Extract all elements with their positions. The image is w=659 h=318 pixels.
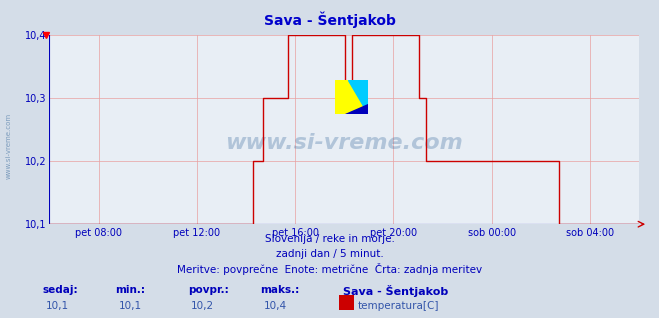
Text: sedaj:: sedaj:	[43, 285, 78, 294]
Text: 10,1: 10,1	[46, 301, 69, 310]
Text: www.si-vreme.com: www.si-vreme.com	[5, 113, 12, 179]
Polygon shape	[345, 104, 368, 114]
Text: zadnji dan / 5 minut.: zadnji dan / 5 minut.	[275, 249, 384, 259]
Text: 10,1: 10,1	[119, 301, 142, 310]
Text: 10,4: 10,4	[264, 301, 287, 310]
Text: Sava - Šentjakob: Sava - Šentjakob	[343, 285, 448, 297]
Text: Slovenija / reke in morje.: Slovenija / reke in morje.	[264, 234, 395, 244]
Text: Meritve: povprečne  Enote: metrične  Črta: zadnja meritev: Meritve: povprečne Enote: metrične Črta:…	[177, 263, 482, 275]
Text: temperatura[C]: temperatura[C]	[358, 301, 440, 310]
Polygon shape	[349, 80, 368, 114]
Text: Sava - Šentjakob: Sava - Šentjakob	[264, 11, 395, 28]
Text: www.si-vreme.com: www.si-vreme.com	[225, 133, 463, 153]
Text: povpr.:: povpr.:	[188, 285, 229, 294]
Text: 10,2: 10,2	[191, 301, 214, 310]
Text: min.:: min.:	[115, 285, 146, 294]
Text: maks.:: maks.:	[260, 285, 300, 294]
